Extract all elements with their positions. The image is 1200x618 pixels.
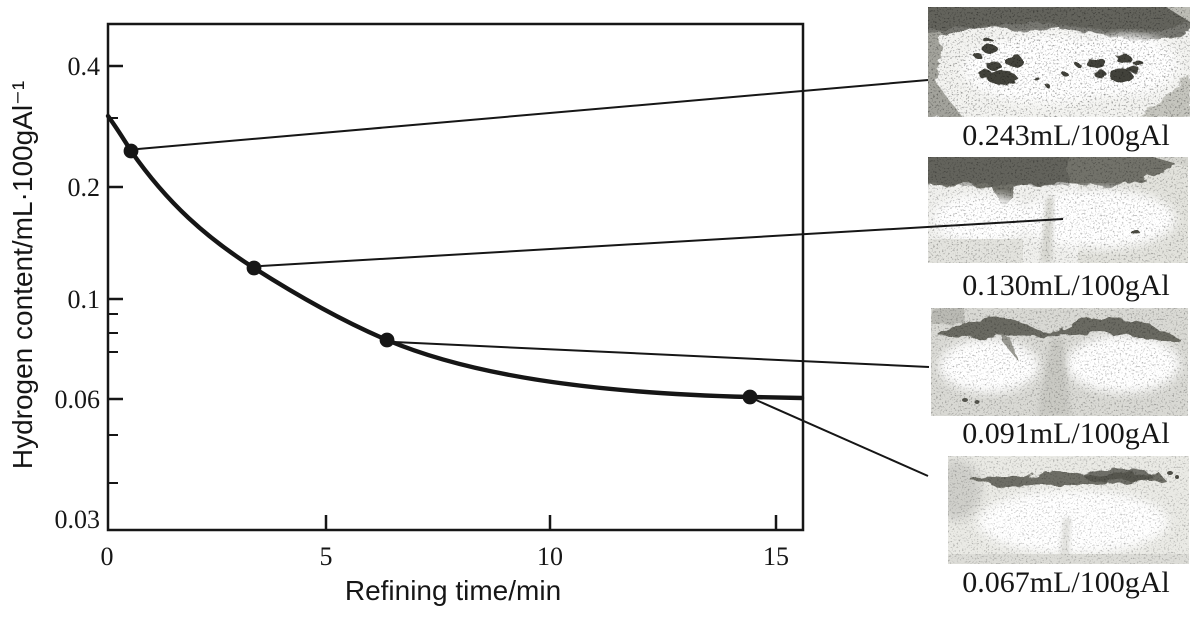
plot-border [106,22,805,532]
y-tick-0.06: 0.06 [55,385,101,414]
sample-label-1: 0.243mL/100gAl [962,119,1170,152]
sample-photo-2 [928,157,1188,263]
data-point-0.130 [246,260,262,276]
data-point-0.091 [379,332,395,348]
x-tick-10: 10 [537,542,563,571]
leader-lines [137,79,1064,477]
sample-label-2: 0.130mL/100gAl [962,269,1170,302]
y-tick-0.2: 0.2 [68,173,101,202]
leader-line-2 [260,218,1064,267]
leader-line-1 [137,79,929,150]
sample-photo-3 [931,308,1188,416]
sample-photo-1 [928,7,1190,117]
sample-label-3: 0.091mL/100gAl [962,417,1170,450]
data-point-0.243 [123,143,139,159]
data-points [123,143,758,405]
x-tick-15: 15 [763,542,789,571]
y-axis-major-ticks [109,64,123,401]
x-axis-ticks [324,515,778,529]
x-tick-5: 5 [320,542,333,571]
y-tick-0.03: 0.03 [55,505,101,534]
leader-line-4 [755,399,929,477]
x-axis-title: Refining time/min [345,575,561,606]
y-axis-minor-ticks [109,117,118,484]
leader-line-3 [393,341,930,368]
y-tick-0.1: 0.1 [68,285,101,314]
y-tick-0.4: 0.4 [68,52,101,81]
y-axis-title: Hydrogen content/mL·100gAl⁻¹ [7,81,38,469]
data-point-0.067 [742,389,758,405]
sample-label-4: 0.067mL/100gAl [962,566,1170,599]
sample-photo-4 [948,456,1189,564]
x-tick-0: 0 [101,542,114,571]
line-chart: 0.4 0.2 0.1 0.06 0.03 0 5 10 15 Refining… [7,22,805,606]
